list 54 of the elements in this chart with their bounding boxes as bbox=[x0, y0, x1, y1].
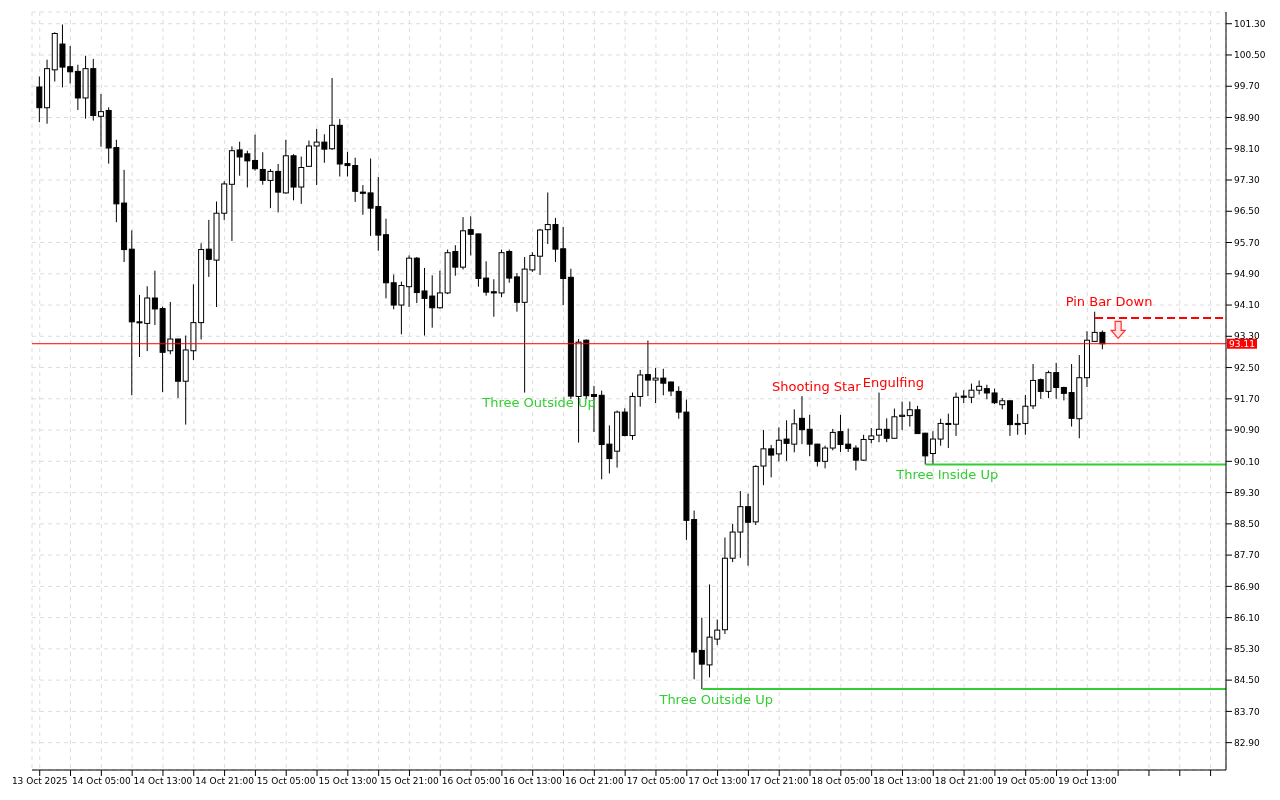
y-tick-label: 100.50 bbox=[1234, 50, 1266, 61]
x-tick-label: 18 Oct 13:00 bbox=[873, 776, 933, 787]
y-tick-label: 92.50 bbox=[1234, 362, 1261, 373]
y-tick-label: 86.90 bbox=[1234, 581, 1261, 592]
candlestick bbox=[876, 392, 882, 443]
y-tick-label: 97.30 bbox=[1234, 175, 1261, 186]
candlestick bbox=[305, 140, 312, 168]
x-tick-label: 18 Oct 21:00 bbox=[934, 776, 994, 787]
y-tick-label: 95.70 bbox=[1234, 237, 1261, 248]
annotation: Three Outside Up bbox=[658, 691, 773, 707]
y-tick-label: 94.10 bbox=[1234, 300, 1261, 311]
y-tick-label: 96.50 bbox=[1234, 206, 1261, 217]
y-tick-label: 90.90 bbox=[1234, 425, 1261, 436]
candlestick bbox=[97, 93, 104, 148]
x-tick-label: 17 Oct 21:00 bbox=[749, 776, 809, 787]
x-tick-label: 13 Oct 2025 bbox=[11, 776, 68, 787]
x-tick-label: 15 Oct 05:00 bbox=[256, 776, 316, 787]
y-tick-label: 98.90 bbox=[1234, 112, 1261, 123]
candlestick bbox=[1006, 399, 1013, 437]
x-tick-label: 14 Oct 21:00 bbox=[195, 776, 255, 787]
y-tick-label: 90.10 bbox=[1234, 456, 1261, 467]
y-tick-label: 87.70 bbox=[1234, 550, 1261, 561]
y-tick-label: 85.30 bbox=[1234, 644, 1261, 655]
y-tick-label: 83.70 bbox=[1234, 706, 1261, 717]
x-tick-label: 16 Oct 13:00 bbox=[503, 776, 563, 787]
y-tick-label: 91.70 bbox=[1234, 394, 1261, 405]
y-tick-label: 94.90 bbox=[1234, 268, 1261, 279]
y-tick-label: 84.50 bbox=[1234, 675, 1261, 686]
y-tick-label: 89.30 bbox=[1234, 487, 1261, 498]
y-tick-label: 88.50 bbox=[1234, 519, 1261, 530]
candlestick bbox=[252, 134, 259, 172]
x-tick-label: 15 Oct 13:00 bbox=[318, 776, 378, 787]
annotation: Three Inside Up bbox=[895, 466, 999, 482]
x-tick-label: 15 Oct 21:00 bbox=[380, 776, 440, 787]
x-tick-label: 19 Oct 05:00 bbox=[996, 776, 1056, 787]
ref-line-label: 93.11 bbox=[1229, 338, 1255, 349]
x-tick-label: 14 Oct 13:00 bbox=[133, 776, 193, 787]
y-tick-label: 82.90 bbox=[1234, 737, 1261, 748]
annotation: Pin Bar Down bbox=[1065, 294, 1153, 310]
candlestick bbox=[798, 395, 805, 445]
x-tick-label: 14 Oct 05:00 bbox=[71, 776, 131, 787]
x-tick-label: 17 Oct 13:00 bbox=[688, 776, 748, 787]
annotation: Shooting Star bbox=[772, 378, 862, 394]
annotation: Engulfing bbox=[862, 375, 924, 391]
y-tick-label: 101.30 bbox=[1234, 18, 1266, 29]
y-tick-label: 99.70 bbox=[1234, 81, 1261, 92]
y-tick-label: 98.10 bbox=[1234, 143, 1261, 154]
x-tick-label: 16 Oct 05:00 bbox=[441, 776, 501, 787]
x-tick-label: 17 Oct 05:00 bbox=[626, 776, 686, 787]
candlestick bbox=[745, 493, 752, 567]
y-tick-label: 86.10 bbox=[1234, 612, 1261, 623]
x-tick-label: 18 Oct 05:00 bbox=[811, 776, 871, 787]
x-tick-label: 16 Oct 21:00 bbox=[565, 776, 624, 787]
x-tick-label: 19 Oct 13:00 bbox=[1058, 776, 1117, 787]
